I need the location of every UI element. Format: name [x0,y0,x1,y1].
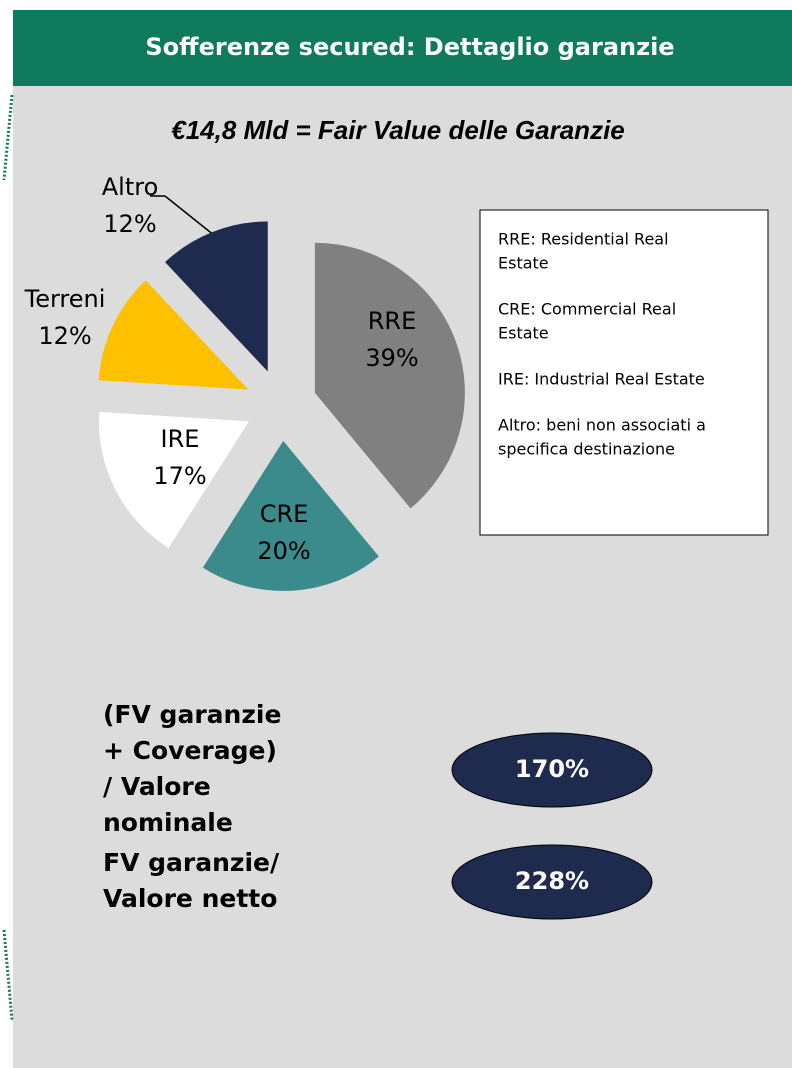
legend-box [479,209,769,536]
metric-label: / Valore [103,772,211,801]
header-title: Sofferenze secured: Dettaglio garanzie [145,33,674,61]
slice-category: Terreni [24,285,106,313]
legend-note: Altro: beni non associati a [498,416,706,435]
legend-note: IRE: Industrial Real Estate [498,370,705,389]
metric-label: + Coverage) [103,736,277,765]
slice-category: CRE [260,500,309,528]
pie-slice [165,221,268,372]
metric-label: (FV garanzie [103,700,281,729]
slice-value: 20% [257,537,310,565]
metric-badge [451,732,653,808]
legend-note: specifica destinazione [498,440,675,459]
legend-note: Estate [498,324,549,343]
metric-value: 170% [515,755,589,783]
legend-note: RRE: Residential Real [498,230,669,249]
metric-label: Valore netto [103,884,277,913]
metric-label: nominale [103,808,233,837]
metric-value: 228% [515,867,589,895]
header-bar [13,10,792,86]
slice-category: IRE [161,425,200,453]
legend-note: CRE: Commercial Real [498,300,676,319]
legend-note: Estate [498,254,549,273]
slice-value: 39% [365,344,418,372]
deco-line [2,929,14,1021]
metric-badge [451,844,653,920]
panel [13,10,792,1068]
slice-value: 12% [103,210,156,238]
deco-line [2,94,14,181]
pie-slice [98,411,249,548]
slice-category: RRE [368,307,417,335]
slice-value: 12% [38,322,91,350]
slice-value: 17% [153,462,206,490]
slice-category: Altro [102,173,159,201]
pie-slice [202,440,379,591]
chart-title: €14,8 Mld = Fair Value delle Garanzie [171,115,625,145]
pie-slice [98,280,249,390]
leader-line [164,195,216,237]
metric-label: FV garanzie/ [103,848,280,877]
pie-slice [314,242,465,509]
